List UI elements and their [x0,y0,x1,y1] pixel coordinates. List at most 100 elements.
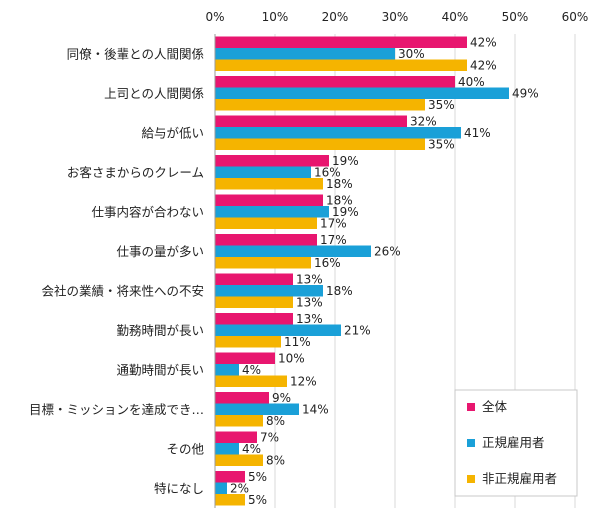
x-tick-label: 10% [262,10,289,24]
x-tick-label: 0% [205,10,224,24]
x-tick-label: 60% [562,10,589,24]
bar [215,217,317,229]
bar [215,99,425,111]
legend-label: 非正規雇用者 [482,471,557,486]
data-label: 16% [314,166,341,180]
bar [215,178,323,190]
bar [215,245,371,257]
bar [215,364,239,376]
data-label: 13% [296,273,323,287]
bar [215,403,299,415]
x-tick-label: 30% [382,10,409,24]
legend-label: 全体 [482,399,508,414]
data-label: 4% [242,363,261,377]
category-label: 特になし [154,481,204,496]
data-label: 17% [320,233,347,247]
bar [215,494,245,506]
data-label: 49% [512,87,539,101]
grid-lines [214,34,576,508]
data-label: 18% [326,177,353,191]
bar [215,48,395,60]
bar [215,155,329,167]
category-label: 同僚・後輩との人間関係 [67,46,204,61]
bar [215,352,275,364]
x-tick-label: 20% [322,10,349,24]
category-label: 仕事内容が合わない [91,204,204,219]
bar [215,443,239,455]
data-label: 11% [284,335,311,349]
bar [215,59,467,71]
bar [215,115,407,127]
category-label: 給与が低い [141,125,204,140]
bar [215,166,311,178]
category-labels: 同僚・後輩との人間関係上司との人間関係給与が低いお客さまからのクレーム仕事内容が… [29,46,205,496]
data-label: 9% [272,391,291,405]
bar [215,127,461,139]
category-label: 仕事の量が多い [116,244,204,259]
data-label: 7% [260,431,279,445]
data-label: 42% [470,59,497,73]
data-label: 40% [458,75,485,89]
data-label: 4% [242,442,261,456]
data-label: 5% [248,470,267,484]
legend-swatch [467,439,475,447]
data-label: 12% [290,375,317,389]
category-label: 勤務時間が長い [116,323,204,338]
data-label: 41% [464,126,491,140]
data-label: 32% [410,115,437,129]
bar [215,482,227,494]
data-label: 13% [296,312,323,326]
bar [215,324,341,336]
bar [215,36,467,48]
x-axis-tick-labels: 0% 10% 20% 30% 40% 50% 60% [205,10,588,24]
category-label: 通勤時間が長い [116,362,204,377]
category-label: 目標・ミッションを達成でき… [29,402,204,417]
bar [215,454,263,466]
bar [215,257,311,269]
data-label: 26% [374,245,401,259]
category-label: 会社の業績・将来性への不安 [41,283,204,298]
data-label: 21% [344,324,371,338]
data-label: 18% [326,284,353,298]
data-label: 8% [266,414,285,428]
category-label: 上司との人間関係 [104,86,204,101]
legend-swatch [467,403,475,411]
legend-swatch [467,475,475,483]
data-label: 19% [332,205,359,219]
data-label: 14% [302,403,329,417]
data-label: 13% [296,296,323,310]
legend-label: 正規雇用者 [482,435,545,450]
category-label: お客さまからのクレーム [67,165,204,180]
bar [215,87,509,99]
data-labels: 42%30%42%40%49%35%32%41%35%19%16%18%18%1… [230,36,539,508]
x-tick-label: 40% [442,10,469,24]
bar [215,285,323,297]
x-tick-label: 50% [502,10,529,24]
data-label: 42% [470,36,497,50]
data-label: 2% [230,482,249,496]
data-label: 10% [278,352,305,366]
bar [215,313,293,325]
data-label: 18% [326,194,353,208]
bar [215,375,287,387]
bar [215,392,269,404]
data-label: 8% [266,454,285,468]
bar [215,273,293,285]
data-label: 17% [320,217,347,231]
bar [215,471,245,483]
bar [215,336,281,348]
category-label: その他 [166,441,204,456]
data-label: 30% [398,47,425,61]
data-label: 16% [314,256,341,270]
data-label: 19% [332,154,359,168]
bar [215,76,455,88]
bar [215,194,323,206]
bar [215,234,317,246]
bar [215,415,263,427]
data-label: 35% [428,138,455,152]
bar [215,431,257,443]
bars [215,36,509,506]
legend-box [454,389,578,497]
